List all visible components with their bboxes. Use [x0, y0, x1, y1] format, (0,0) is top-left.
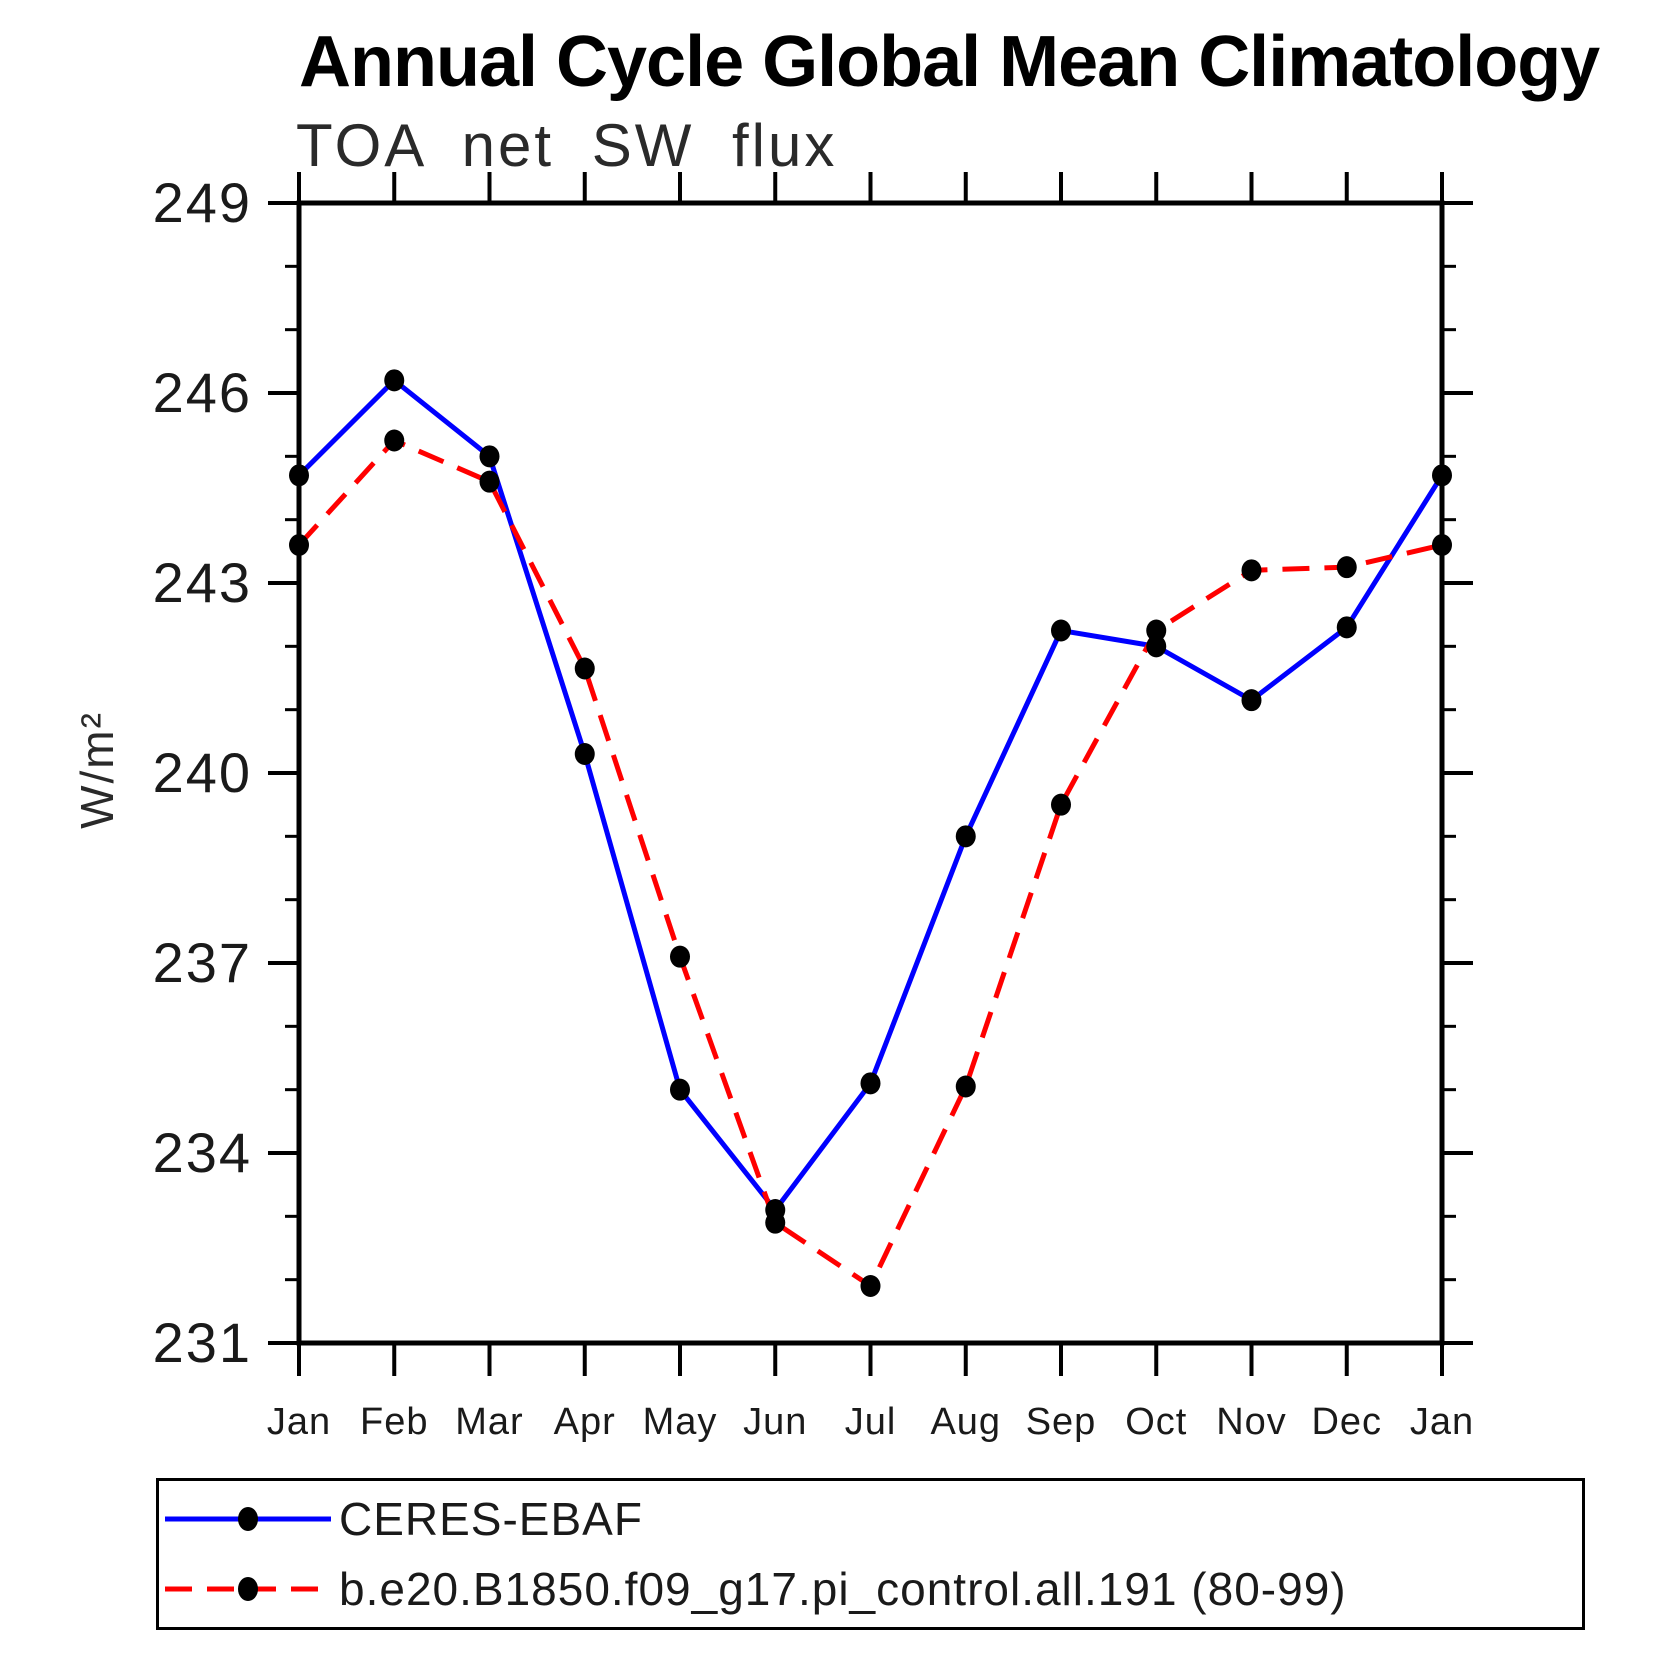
data-point-marker: [765, 1211, 786, 1234]
y-tick-label: 231: [153, 1311, 252, 1374]
data-point-marker: [384, 369, 405, 392]
data-point-marker: [574, 743, 595, 765]
data-point-marker: [574, 657, 595, 680]
x-tick-label: Sep: [1026, 1401, 1097, 1443]
legend-entry-1: b.e20.B1850.f09_g17.pi_control.all.191 (…: [159, 1558, 1582, 1620]
y-tick-label: 243: [153, 551, 252, 614]
x-tick-label: Aug: [930, 1401, 1001, 1443]
axis-frame: [296, 200, 1445, 1346]
x-tick-label: Jul: [845, 1401, 897, 1443]
legend-box: CERES-EBAF b.e20.B1850.f09_g17.pi_control…: [156, 1478, 1585, 1630]
data-point-marker: [1336, 616, 1357, 639]
data-point-marker: [670, 1078, 690, 1101]
data-point-marker: [1051, 619, 1071, 642]
x-tick-label: Dec: [1311, 1401, 1382, 1443]
y-tick-label: 249: [153, 171, 252, 234]
data-point-marker: [289, 534, 309, 556]
series-line-1: [297, 437, 1443, 1290]
data-point-marker: [955, 1075, 976, 1098]
data-point-marker: [289, 464, 309, 487]
y-tick-label: 237: [153, 931, 252, 994]
data-point-marker: [670, 945, 690, 968]
y-tick-label: 246: [153, 361, 252, 424]
x-tick-label: Jan: [267, 1401, 331, 1443]
data-point-marker: [1051, 793, 1071, 816]
data-point-marker: [479, 445, 500, 468]
x-tick-label: Nov: [1216, 1401, 1287, 1443]
x-tick-label: Oct: [1125, 1401, 1187, 1443]
x-tick-label: May: [643, 1401, 718, 1443]
legend-dashed-line-swatch: [165, 1577, 331, 1601]
data-point-marker: [955, 825, 976, 848]
data-point-marker: [384, 429, 405, 452]
data-point-marker: [860, 1275, 881, 1297]
x-tick-label: Apr: [554, 1401, 616, 1443]
legend-label-0: CERES-EBAF: [339, 1493, 643, 1545]
x-tick-label: Jan: [1410, 1401, 1474, 1443]
y-tick-label: 240: [153, 741, 252, 804]
data-point-marker: [1336, 556, 1357, 579]
data-point-marker: [1432, 464, 1452, 487]
data-point-marker: [1432, 534, 1452, 556]
legend-label-1: b.e20.B1850.f09_g17.pi_control.all.191 (…: [339, 1563, 1347, 1615]
data-point-marker: [1146, 635, 1167, 658]
x-tick-label: Feb: [360, 1401, 428, 1443]
chart-title: Annual Cycle Global Mean Climatology: [299, 22, 1600, 102]
legend-solid-line-swatch: [165, 1507, 331, 1531]
data-point-marker: [860, 1072, 881, 1095]
x-tick-label: Mar: [455, 1401, 523, 1443]
legend-marker-icon: [238, 1507, 258, 1531]
y-tick-label: 234: [153, 1121, 252, 1184]
legend-marker-icon: [238, 1577, 258, 1601]
data-point-marker: [1241, 559, 1262, 582]
chart-subtitle: TOA net SW flux: [296, 112, 838, 179]
data-point-marker: [1146, 619, 1167, 642]
data-point-marker: [1241, 689, 1262, 712]
legend-entry-0: CERES-EBAF: [159, 1488, 1582, 1550]
data-point-marker: [479, 470, 500, 493]
x-tick-label: Jun: [743, 1401, 807, 1443]
